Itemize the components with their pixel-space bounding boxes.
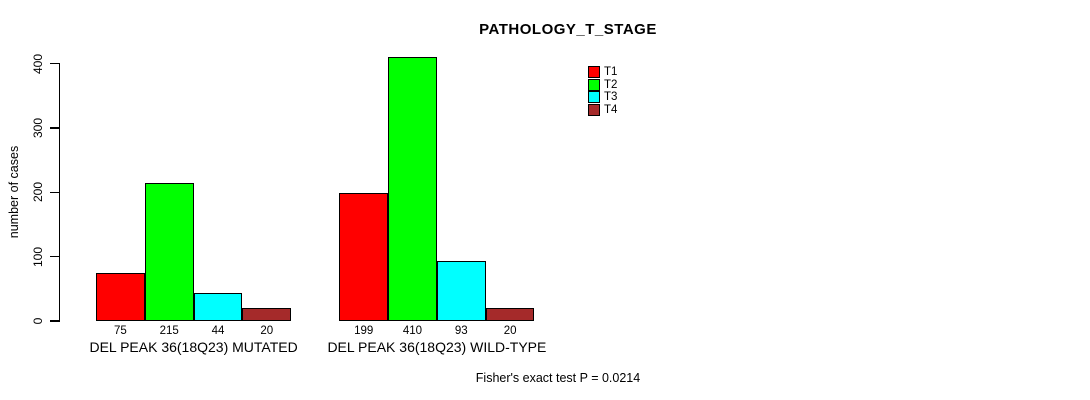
annotation-fisher-test: Fisher's exact test P = 0.0214 xyxy=(475,371,641,385)
bar-value-label: 93 xyxy=(454,324,468,337)
bar-t2-1 xyxy=(144,182,194,321)
y-axis-tick xyxy=(50,191,60,193)
bar-t4-1 xyxy=(242,308,292,321)
y-axis-tick xyxy=(50,63,60,65)
bar-value-label: 75 xyxy=(114,324,127,337)
bar-value-label: 20 xyxy=(260,324,274,337)
bar-value-label: 215 xyxy=(159,324,179,337)
y-axis-tick-label: 400 xyxy=(30,53,45,74)
legend-swatch-t4 xyxy=(588,104,600,117)
bar-value-label: 199 xyxy=(354,324,374,337)
legend-label-t1: T1 xyxy=(604,66,618,78)
bar-value-label: 410 xyxy=(402,324,423,337)
legend-label-t4: T4 xyxy=(604,104,618,117)
y-axis-tick-label: 100 xyxy=(30,246,45,267)
y-axis-tick xyxy=(50,320,60,322)
legend-label-t3: T3 xyxy=(604,91,618,104)
y-axis-tick-label: 0 xyxy=(30,317,45,325)
y-axis-tick xyxy=(50,127,60,129)
y-axis-tick xyxy=(50,256,60,258)
bar-value-label: 20 xyxy=(503,324,517,337)
bar-t3-1 xyxy=(193,292,243,321)
category-label: DEL PEAK 36(18Q23) WILD-TYPE xyxy=(327,339,547,355)
legend-swatch-t3 xyxy=(588,91,600,104)
y-axis-tick-label: 300 xyxy=(30,117,45,138)
bar-t1-1 xyxy=(96,272,145,321)
legend-label-t2: T2 xyxy=(604,78,618,91)
category-label: DEL PEAK 36(18Q23) MUTATED xyxy=(89,339,298,355)
chart-title: PATHOLOGY_T_STAGE xyxy=(479,21,657,38)
y-axis-label: number of cases xyxy=(7,145,21,239)
legend-swatch-t1 xyxy=(588,66,600,78)
bar-t4-2 xyxy=(485,308,535,321)
bar-t2-2 xyxy=(388,57,437,321)
legend-swatch-t2 xyxy=(588,78,600,91)
y-axis-tick-label: 200 xyxy=(30,182,45,203)
bar-t1-2 xyxy=(339,192,389,321)
bar-t3-2 xyxy=(436,261,486,321)
bar-value-label: 44 xyxy=(211,324,225,337)
